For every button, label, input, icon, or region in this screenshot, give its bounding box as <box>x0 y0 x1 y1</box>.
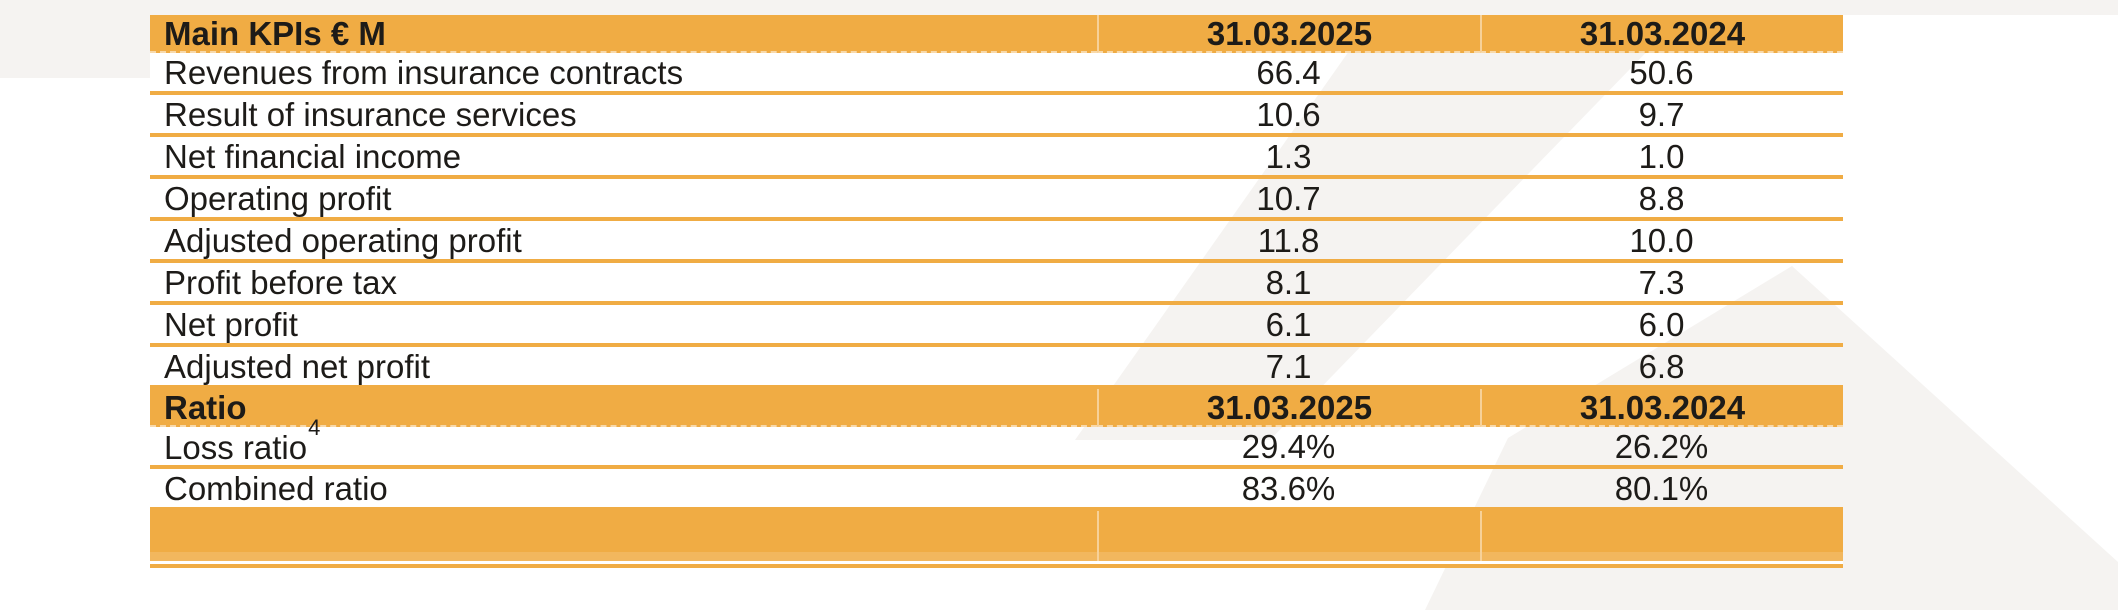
table-row: Result of insurance services 10.6 9.7 <box>150 95 1843 137</box>
section-title: Ratio <box>150 389 1097 427</box>
row-label: Revenues from insurance contracts <box>150 53 1097 95</box>
kpi-table: Main KPIs € M 31.03.2025 31.03.2024 Reve… <box>150 15 1843 561</box>
row-label: Loss ratio4 <box>150 416 1097 469</box>
row-label-text: Combined ratio <box>164 469 388 507</box>
table-row: Net financial income 1.3 1.0 <box>150 137 1843 179</box>
row-label-text: Loss ratio <box>164 428 308 466</box>
table-row: Net profit 6.1 6.0 <box>150 305 1843 347</box>
column-header-2025: 31.03.2025 <box>1097 15 1480 53</box>
value-2025: 7.1 <box>1097 347 1480 389</box>
table-row: Revenues from insurance contracts 66.4 5… <box>150 53 1843 95</box>
row-label-text: Revenues from insurance contracts <box>164 53 684 91</box>
value-2025: 10.7 <box>1097 179 1480 221</box>
row-label: Result of insurance services <box>150 95 1097 137</box>
value-2024: 7.3 <box>1480 263 1843 305</box>
column-header-2024: 31.03.2024 <box>1480 389 1843 427</box>
row-label: Combined ratio <box>150 469 1097 511</box>
bottom-bar-cell <box>150 511 1097 561</box>
value-2025: 10.6 <box>1097 95 1480 137</box>
table-row: Combined ratio 83.6% 80.1% <box>150 469 1843 511</box>
bottom-bar-cell <box>1097 511 1480 561</box>
value-2024: 50.6 <box>1480 53 1843 95</box>
table-row: Adjusted operating profit 11.8 10.0 <box>150 221 1843 263</box>
section-header-ratio: Ratio 31.03.2025 31.03.2024 <box>150 389 1843 427</box>
table-row: Loss ratio4 29.4% 26.2% <box>150 416 1843 469</box>
value-2025: 8.1 <box>1097 263 1480 305</box>
row-label: Net financial income <box>150 137 1097 179</box>
section-title: Main KPIs € M <box>150 15 1097 53</box>
row-label-text: Operating profit <box>164 179 392 217</box>
value-2024: 9.7 <box>1480 95 1843 137</box>
footnote-marker: 4 <box>308 414 321 440</box>
row-label-text: Adjusted operating profit <box>164 221 522 259</box>
value-2025: 29.4% <box>1097 427 1480 469</box>
background-top-strip <box>0 0 2118 15</box>
value-2025: 83.6% <box>1097 469 1480 511</box>
bottom-orange-bar <box>150 511 1843 561</box>
row-label-text: Profit before tax <box>164 263 397 301</box>
column-header-2025: 31.03.2025 <box>1097 389 1480 427</box>
table-row: Operating profit 10.7 8.8 <box>150 179 1843 221</box>
value-2025: 1.3 <box>1097 137 1480 179</box>
table-row: Profit before tax 8.1 7.3 <box>150 263 1843 305</box>
value-2025: 11.8 <box>1097 221 1480 263</box>
column-header-2024: 31.03.2024 <box>1480 15 1843 53</box>
table-bottom-gap <box>150 561 1843 564</box>
row-label: Profit before tax <box>150 263 1097 305</box>
value-2024: 8.8 <box>1480 179 1843 221</box>
row-label: Operating profit <box>150 179 1097 221</box>
bottom-bar-cell <box>1480 511 1843 561</box>
value-2024: 1.0 <box>1480 137 1843 179</box>
section-header-main-kpis: Main KPIs € M 31.03.2025 31.03.2024 <box>150 15 1843 53</box>
table-bottom-rule <box>150 564 1843 568</box>
value-2025: 66.4 <box>1097 53 1480 95</box>
row-label: Adjusted net profit <box>150 347 1097 389</box>
background-topleft-block <box>0 0 150 78</box>
value-2024: 6.0 <box>1480 305 1843 347</box>
value-2024: 26.2% <box>1480 427 1843 469</box>
row-label-text: Net profit <box>164 305 298 343</box>
row-label-text: Adjusted net profit <box>164 347 430 385</box>
value-2025: 6.1 <box>1097 305 1480 347</box>
row-label: Adjusted operating profit <box>150 221 1097 263</box>
kpi-table-container: Main KPIs € M 31.03.2025 31.03.2024 Reve… <box>150 15 1843 568</box>
value-2024: 6.8 <box>1480 347 1843 389</box>
value-2024: 10.0 <box>1480 221 1843 263</box>
row-label: Net profit <box>150 305 1097 347</box>
row-label-text: Net financial income <box>164 137 462 175</box>
table-row: Adjusted net profit 7.1 6.8 <box>150 347 1843 389</box>
value-2024: 80.1% <box>1480 469 1843 511</box>
row-label-text: Result of insurance services <box>164 95 577 133</box>
